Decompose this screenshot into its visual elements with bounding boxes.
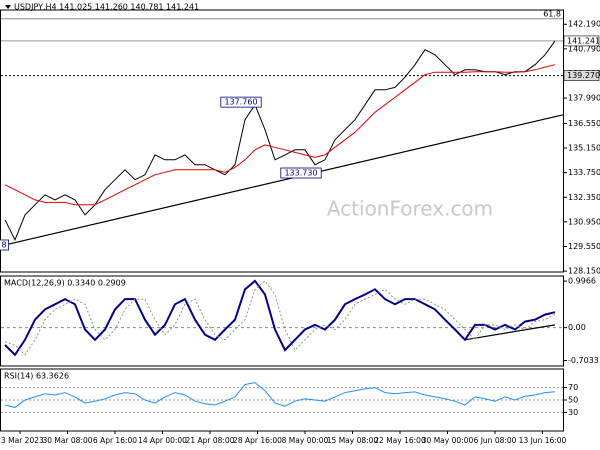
annotation-box — [280, 167, 322, 179]
menu-icon — [5, 5, 11, 9]
x-tick-label: 21 Apr 08:00 — [186, 436, 235, 445]
annotation-label: 133.730 — [284, 169, 317, 178]
panel-frame — [0, 275, 564, 367]
y-tick-label: 137.990 — [568, 94, 600, 103]
x-tick-label: 28 Apr 16:00 — [233, 436, 282, 445]
y-tick-label: 128.150 — [568, 267, 600, 276]
y-tick-label: 0.9966 — [568, 277, 596, 286]
x-tick-label: 23 Mar 2023 — [0, 436, 44, 445]
fibo-label: 61.8 — [543, 9, 561, 18]
x-tick-label: 6 Apr 16:00 — [93, 436, 137, 445]
trendline — [4, 114, 564, 246]
y-tick-label: -0.7033 — [568, 356, 599, 365]
y-tick-label: 133.750 — [568, 168, 600, 177]
price-label-box — [563, 70, 600, 81]
panel-title: USDJPY,H4 141.025 141.260 140.781 141.24… — [14, 3, 199, 12]
price-label-box — [563, 35, 600, 47]
y-tick-label: 132.350 — [568, 193, 600, 202]
annotation-label: 137.760 — [224, 98, 257, 107]
y-tick-label: 130.950 — [568, 217, 600, 226]
x-tick-label: 13 Jun 16:00 — [519, 436, 567, 445]
watermark: ActionForex.com — [327, 197, 493, 221]
price-label: 141.241 — [567, 36, 600, 45]
panel-title: RSI(14) 63.3626 — [4, 372, 69, 381]
x-tick-label: 22 May 16:00 — [374, 436, 426, 445]
y-tick-label: 140.790 — [568, 44, 600, 53]
y-tick-label: 0.00 — [568, 323, 586, 332]
y-tick-label: 142.190 — [568, 20, 600, 29]
x-tick-label: 15 May 08:00 — [327, 436, 379, 445]
series-line — [4, 40, 556, 242]
x-tick-label: 30 Mar 08:00 — [42, 436, 92, 445]
annotation-box — [0, 239, 9, 251]
y-tick-label: 129.550 — [568, 242, 600, 251]
y-tick-label: 135.150 — [568, 144, 600, 153]
x-tick-label: 6 Jun 08:00 — [474, 436, 517, 445]
series-line — [4, 64, 556, 206]
x-tick-label: 14 Apr 00:00 — [138, 436, 187, 445]
panel-title: MACD(12,26,9) 0.3340 0.2909 — [4, 279, 126, 288]
trendline — [464, 324, 556, 341]
series-line — [4, 280, 556, 356]
y-tick-label: 70 — [568, 383, 578, 392]
x-tick-label: 30 May 00:00 — [422, 436, 474, 445]
series-line — [4, 382, 556, 408]
x-tick-label: 8 May 00:00 — [282, 436, 329, 445]
y-tick-label: 136.550 — [568, 119, 600, 128]
series-line — [4, 279, 556, 357]
annotation-box — [220, 96, 262, 108]
y-tick-label: 30 — [568, 408, 578, 417]
y-tick-label: 50 — [568, 396, 578, 405]
annotation-label: 8 — [1, 241, 6, 250]
price-label: 139.270 — [567, 71, 600, 80]
panel-frame — [0, 9, 564, 273]
